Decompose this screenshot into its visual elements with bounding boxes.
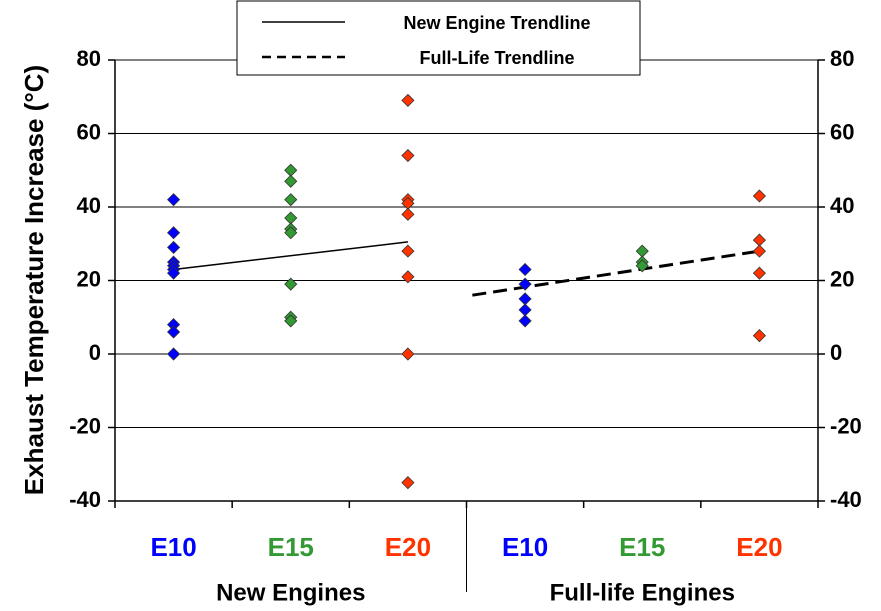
data-point [167,226,181,240]
category-label: E15 [619,532,665,562]
data-point [167,347,181,361]
data-point [284,211,298,225]
data-point [284,226,298,240]
category-label: E10 [502,532,548,562]
data-point [635,259,649,273]
data-point [167,240,181,254]
trendline [173,241,409,271]
data-point [284,277,298,291]
data-point [518,303,532,317]
category-label: E15 [268,532,314,562]
data-point [167,193,181,207]
y-tick-label: -20 [69,413,101,438]
data-point [167,266,181,280]
legend-label: Full-Life Trendline [419,48,574,68]
y2-tick-label: -40 [830,487,862,512]
data-point [518,314,532,328]
category-label: E10 [150,532,196,562]
category-label: E20 [385,532,431,562]
legend-box [236,0,641,76]
data-point [284,174,298,188]
y2-tick-label: 80 [830,46,854,71]
y2-tick-label: 0 [830,340,842,365]
y-tick-label: 80 [77,46,101,71]
y-tick-label: 0 [89,340,101,365]
data-point [401,148,415,163]
y2-tick-label: 20 [830,266,854,291]
data-point [401,476,415,490]
y-tick-label: 40 [77,193,101,218]
trendline [472,249,760,297]
data-point [752,233,766,247]
y-tick-label: -40 [69,487,101,512]
data-point [284,193,298,207]
category-label: E20 [736,532,782,562]
data-point [401,347,415,361]
data-point [284,163,298,177]
y-tick-label: 20 [77,266,101,291]
data-point [518,277,532,291]
y-axis-label: Exhaust Temperature Increase (°C) [19,65,49,495]
data-point [635,244,649,258]
data-point [284,314,298,328]
y2-tick-label: -20 [830,413,862,438]
data-point [401,93,415,107]
data-point [401,207,415,221]
data-point [752,244,766,258]
data-point [167,325,181,339]
group-label: Full-life Engines [550,579,735,606]
data-point [401,270,415,284]
y2-tick-label: 40 [830,193,854,218]
y2-tick-label: 60 [830,119,854,144]
data-point [518,292,532,306]
data-point [752,329,766,343]
data-point [401,244,415,258]
data-point [518,262,532,277]
y-tick-label: 60 [77,119,101,144]
data-point [752,189,766,203]
legend-label: New Engine Trendline [403,13,590,33]
group-label: New Engines [216,579,365,606]
data-point [752,266,766,280]
